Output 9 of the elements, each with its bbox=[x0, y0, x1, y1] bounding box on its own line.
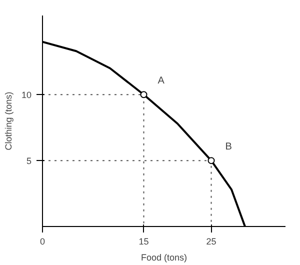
annotation: B bbox=[225, 142, 232, 153]
x-tick-label: 25 bbox=[206, 236, 216, 246]
y-axis-title: Clothing (tons) bbox=[3, 92, 14, 150]
y-tick-label: 10 bbox=[21, 90, 32, 100]
x-tick-label: 0 bbox=[40, 236, 46, 246]
y-tick-label: 5 bbox=[26, 156, 32, 166]
x-tick-label: 15 bbox=[138, 236, 149, 246]
x-axis-title: Food (tons) bbox=[140, 252, 188, 262]
annotation: A bbox=[158, 76, 165, 87]
